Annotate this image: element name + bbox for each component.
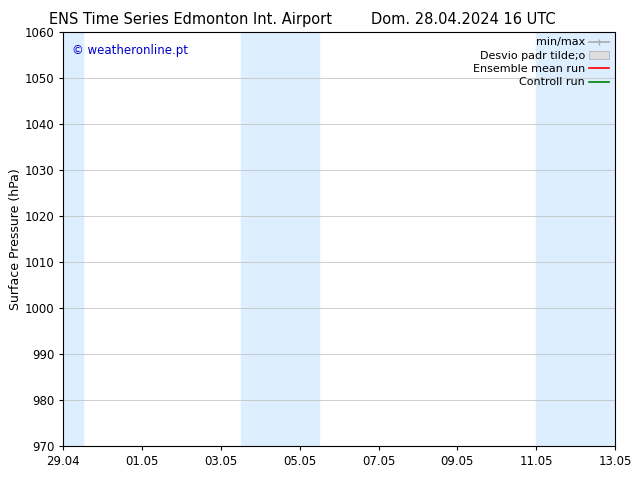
Bar bbox=[536, 32, 615, 446]
Legend: min/max, Desvio padr tilde;o, Ensemble mean run, Controll run: min/max, Desvio padr tilde;o, Ensemble m… bbox=[469, 34, 612, 91]
Bar bbox=[241, 32, 320, 446]
Text: Dom. 28.04.2024 16 UTC: Dom. 28.04.2024 16 UTC bbox=[370, 12, 555, 27]
Bar bbox=[63, 32, 83, 446]
Y-axis label: Surface Pressure (hPa): Surface Pressure (hPa) bbox=[9, 168, 22, 310]
Text: ENS Time Series Edmonton Int. Airport: ENS Time Series Edmonton Int. Airport bbox=[49, 12, 332, 27]
Text: © weatheronline.pt: © weatheronline.pt bbox=[72, 44, 188, 57]
